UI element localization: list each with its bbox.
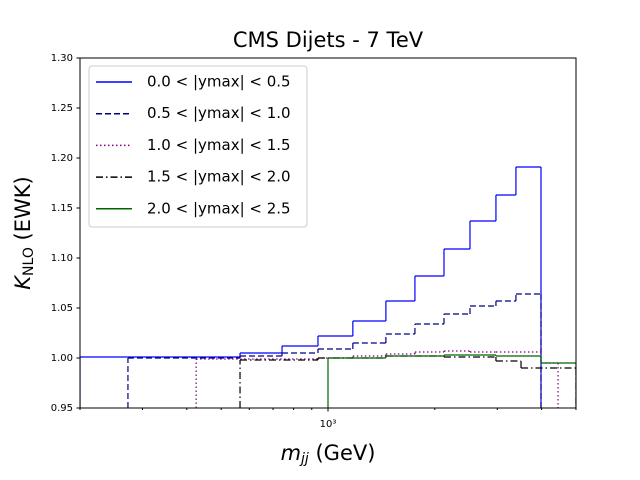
legend-label: 1.0 < |ymax| < 1.5 bbox=[147, 136, 291, 154]
y-tick-label: 0.95 bbox=[51, 403, 73, 414]
y-tick-label: 1.20 bbox=[51, 153, 73, 164]
x-label-main: m bbox=[281, 441, 301, 465]
y-tick-label: 1.00 bbox=[51, 353, 73, 364]
y-axis-label: KNLO (EWK) bbox=[11, 176, 37, 289]
y-label-rest: (EWK) bbox=[11, 176, 35, 247]
plot-frame bbox=[79, 57, 577, 409]
y-label-main: K bbox=[11, 274, 35, 290]
y-tick-label: 1.05 bbox=[51, 303, 73, 314]
y-tick-label: 1.30 bbox=[51, 53, 73, 64]
x-axis-label: mjj (GeV) bbox=[281, 441, 376, 467]
x-label-sub: jj bbox=[299, 451, 309, 467]
legend-label: 0.0 < |ymax| < 0.5 bbox=[147, 73, 291, 91]
legend-box bbox=[88, 65, 308, 228]
legend-label: 2.0 < |ymax| < 2.5 bbox=[147, 199, 291, 217]
plot-area bbox=[80, 166, 576, 408]
legend-label: 0.5 < |ymax| < 1.0 bbox=[147, 104, 291, 122]
x-label-rest: (GeV) bbox=[309, 441, 376, 465]
legend-label: 1.5 < |ymax| < 2.0 bbox=[147, 168, 291, 186]
y-label-sub: NLO bbox=[21, 247, 37, 276]
y-tick-label: 1.15 bbox=[51, 203, 73, 214]
chart-title: CMS Dijets - 7 TeV bbox=[233, 28, 424, 52]
y-tick-label: 1.10 bbox=[51, 253, 73, 264]
y-tick-label: 1.25 bbox=[51, 103, 73, 114]
x-tick-label: 10³ bbox=[320, 419, 337, 430]
